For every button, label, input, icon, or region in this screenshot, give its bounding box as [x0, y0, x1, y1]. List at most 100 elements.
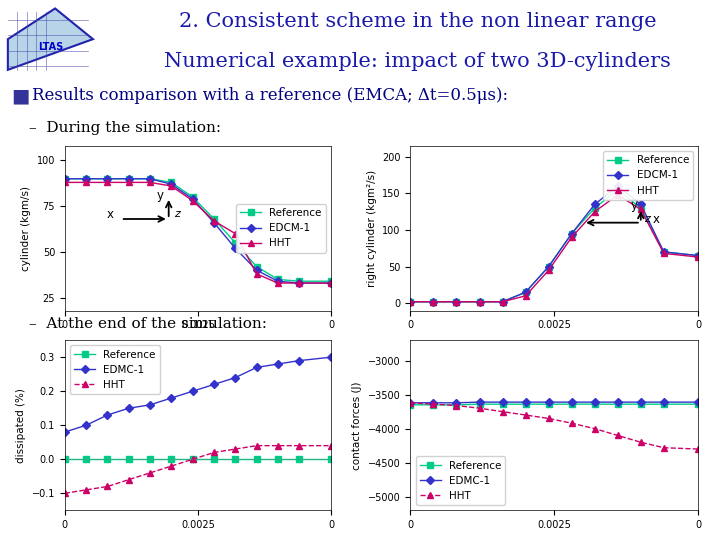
Reference: [498, 299, 507, 305]
Reference: [167, 179, 176, 186]
HHT: [327, 442, 336, 449]
EDCM-1: [429, 299, 438, 305]
EDMC-1: [475, 399, 484, 406]
Text: y: y: [631, 199, 638, 212]
EDCM-1: [521, 289, 530, 295]
HHT: [274, 442, 282, 449]
HHT: [521, 293, 530, 299]
Reference: [252, 456, 261, 462]
Text: Numerical example: impact of two 3D-cylinders: Numerical example: impact of two 3D-cyli…: [164, 52, 671, 71]
Line: Reference: Reference: [408, 187, 701, 305]
EDCM-1: [103, 176, 112, 182]
EDCM-1: [475, 299, 484, 305]
HHT: [231, 231, 240, 237]
EDCM-1: [613, 183, 622, 190]
Reference: [167, 456, 176, 462]
EDMC-1: [590, 399, 599, 406]
Y-axis label: cylinder (kgm/s): cylinder (kgm/s): [21, 186, 31, 271]
EDCM-1: [452, 299, 461, 305]
Reference: [327, 278, 336, 285]
Reference: [660, 249, 668, 255]
HHT: [475, 299, 484, 305]
HHT: [103, 483, 112, 490]
EDMC-1: [498, 399, 507, 406]
Reference: [406, 402, 415, 408]
Reference: [82, 176, 91, 182]
HHT: [694, 254, 703, 260]
Legend: Reference, EDMC-1, HHT: Reference, EDMC-1, HHT: [70, 346, 160, 394]
Reference: [145, 456, 154, 462]
EDCM-1: [406, 299, 415, 305]
Reference: [252, 264, 261, 270]
Line: Reference: Reference: [408, 401, 701, 408]
EDMC-1: [82, 422, 91, 429]
EDCM-1: [167, 181, 176, 187]
Reference: [452, 299, 461, 305]
Line: HHT: HHT: [407, 191, 702, 305]
HHT: [327, 280, 336, 286]
Reference: [145, 176, 154, 182]
HHT: [167, 183, 176, 190]
Reference: [567, 401, 576, 407]
HHT: [210, 449, 218, 456]
EDCM-1: [327, 280, 336, 286]
EDCM-1: [660, 249, 668, 255]
Reference: [694, 252, 703, 259]
EDCM-1: [82, 176, 91, 182]
HHT: [252, 442, 261, 449]
HHT: [274, 280, 282, 286]
HHT: [636, 439, 645, 446]
EDMC-1: [167, 395, 176, 401]
EDMC-1: [295, 357, 304, 364]
Reference: [210, 456, 218, 462]
Y-axis label: right cylinder (kgm²/s): right cylinder (kgm²/s): [366, 170, 377, 287]
Reference: [636, 401, 645, 407]
HHT: [60, 490, 69, 497]
HHT: [82, 487, 91, 493]
EDCM-1: [590, 201, 599, 207]
EDMC-1: [694, 399, 703, 406]
Reference: [125, 176, 133, 182]
Y-axis label: contact forces (J): contact forces (J): [352, 381, 362, 469]
HHT: [103, 179, 112, 186]
EDMC-1: [636, 399, 645, 406]
EDMC-1: [274, 361, 282, 367]
HHT: [567, 234, 576, 240]
Reference: [103, 456, 112, 462]
HHT: [590, 426, 599, 432]
HHT: [475, 405, 484, 411]
EDMC-1: [452, 400, 461, 406]
Reference: [231, 456, 240, 462]
Reference: [521, 401, 530, 407]
HHT: [660, 250, 668, 256]
Line: EDMC-1: EDMC-1: [62, 354, 334, 435]
Line: EDCM-1: EDCM-1: [62, 176, 334, 286]
EDCM-1: [60, 176, 69, 182]
Text: x: x: [652, 213, 660, 226]
EDCM-1: [498, 299, 507, 305]
HHT: [429, 299, 438, 305]
EDCM-1: [252, 267, 261, 273]
Reference: [103, 176, 112, 182]
Reference: [521, 289, 530, 295]
EDMC-1: [613, 399, 622, 406]
Reference: [60, 456, 69, 462]
HHT: [210, 218, 218, 224]
Text: ■: ■: [11, 86, 30, 105]
HHT: [636, 206, 645, 213]
Legend: Reference, EDCM-1, HHT: Reference, EDCM-1, HHT: [603, 151, 693, 200]
Reference: [295, 278, 304, 285]
Text: 2. Consistent scheme in the non linear range: 2. Consistent scheme in the non linear r…: [179, 12, 657, 31]
EDMC-1: [145, 402, 154, 408]
HHT: [82, 179, 91, 186]
HHT: [452, 299, 461, 305]
Reference: [231, 240, 240, 246]
Reference: [429, 299, 438, 305]
EDCM-1: [694, 252, 703, 259]
EDCM-1: [145, 176, 154, 182]
HHT: [498, 408, 507, 415]
EDMC-1: [125, 405, 133, 411]
Reference: [660, 401, 668, 407]
Line: EDMC-1: EDMC-1: [408, 399, 701, 406]
Legend: Reference, EDMC-1, HHT: Reference, EDMC-1, HHT: [415, 456, 505, 505]
